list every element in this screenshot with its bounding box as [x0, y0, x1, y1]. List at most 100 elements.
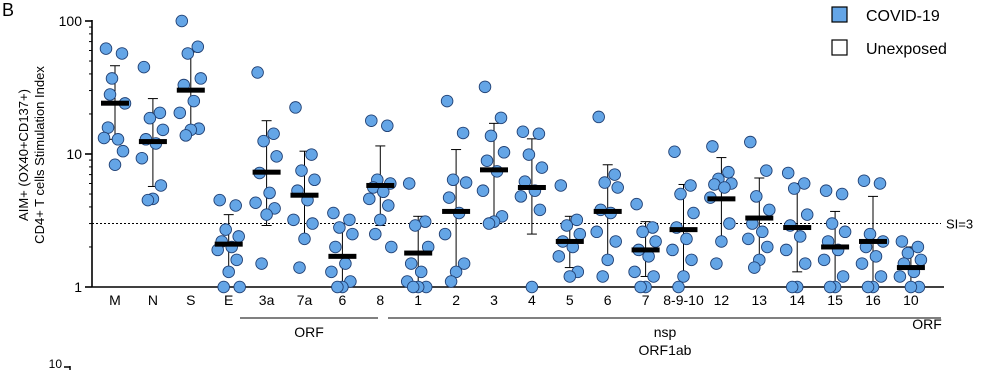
data-point: [267, 127, 280, 140]
data-point: [374, 213, 387, 227]
data-point: [609, 235, 622, 248]
group-19: [817, 184, 852, 294]
mean-bar: [290, 192, 319, 198]
data-point: [647, 270, 660, 283]
group-13: [590, 110, 624, 283]
data-point: [798, 257, 812, 270]
y-axis-title-line1: AIM+ (OX40+CD137+): [16, 89, 31, 221]
data-point: [154, 179, 168, 192]
data-point: [191, 40, 205, 54]
data-point: [187, 94, 201, 108]
data-point: [672, 280, 685, 294]
group-4: [249, 66, 283, 270]
data-point: [480, 154, 494, 167]
mean-bar: [138, 139, 167, 145]
data-point: [611, 181, 624, 194]
data-point: [760, 164, 773, 177]
data-point: [156, 123, 170, 137]
data-point: [630, 197, 643, 211]
data-point: [325, 265, 338, 279]
data-point: [402, 177, 416, 190]
data-point: [649, 235, 662, 248]
data-point: [573, 227, 587, 241]
data-point: [459, 176, 473, 189]
data-point: [111, 133, 125, 146]
mean-bar: [669, 227, 698, 233]
data-point: [838, 225, 852, 239]
group-0: [97, 42, 132, 172]
data-point: [668, 145, 681, 158]
mean-bar: [328, 253, 357, 259]
group-2: [173, 14, 208, 142]
data-point: [478, 80, 492, 94]
mean-bar: [631, 247, 660, 253]
x-tick-label: 10: [903, 292, 919, 308]
data-point: [331, 280, 344, 294]
data-point: [135, 151, 149, 165]
data-point: [895, 235, 909, 248]
data-point: [229, 199, 242, 212]
group-1: [135, 60, 170, 207]
group-16: [704, 140, 738, 270]
data-point: [608, 168, 621, 181]
data-point: [680, 232, 693, 246]
data-point: [449, 265, 463, 279]
data-point: [819, 184, 833, 197]
data-point: [494, 111, 508, 125]
group-label-orf-10: ORF: [912, 316, 942, 332]
data-point: [857, 174, 871, 187]
group-3: [211, 193, 246, 294]
data-point: [628, 265, 641, 279]
data-point: [516, 125, 530, 138]
data-point: [255, 257, 268, 270]
data-point: [363, 192, 376, 206]
mean-bar: [404, 250, 433, 256]
data-point: [563, 270, 577, 283]
data-point: [369, 227, 382, 241]
x-tick-label: 3: [490, 292, 498, 308]
x-tick-labels: M N S E 3a 7a 6 8 1 2 3 4 5 6 7 8-9-10 12 13 14 15 16 10: [109, 292, 919, 308]
data-point: [525, 280, 539, 294]
data-point: [222, 265, 235, 279]
data-point: [715, 235, 728, 248]
data-point: [497, 146, 511, 159]
group-9: [438, 94, 473, 288]
second-panel-axis: 10: [49, 357, 71, 370]
data-point: [287, 213, 300, 227]
data-point: [260, 208, 273, 221]
data-point: [797, 177, 811, 190]
x-tick-label: E: [224, 292, 233, 308]
data-point: [232, 230, 245, 243]
data-point: [590, 225, 603, 239]
x-tick-label: 14: [789, 292, 805, 308]
data-point: [533, 203, 547, 217]
legend-label-unexposed: Unexposed: [866, 41, 947, 58]
mean-bar: [176, 87, 205, 93]
y-tick-label: 1: [74, 279, 82, 295]
data-point: [442, 191, 456, 204]
data-point: [560, 219, 574, 232]
data-point: [414, 265, 428, 279]
data-point: [748, 261, 761, 274]
data-point: [456, 126, 470, 140]
data-point: [457, 257, 471, 270]
panel-label: B: [2, 0, 14, 20]
data-point: [153, 106, 167, 120]
data-point: [718, 181, 731, 194]
data-point: [440, 94, 454, 108]
x-tick-label: 2: [452, 292, 460, 308]
data-point: [817, 253, 831, 267]
data-point: [233, 280, 246, 294]
data-point: [251, 66, 264, 79]
data-point: [756, 225, 769, 239]
y-tick-label: 100: [59, 13, 83, 29]
data-point: [835, 187, 849, 201]
legend-label-covid: COVID-19: [866, 8, 940, 25]
x-tick-label: 12: [714, 292, 730, 308]
data-point: [861, 280, 875, 294]
mean-bar: [517, 184, 546, 190]
data-point: [893, 270, 907, 283]
x-tick-label: 1: [414, 292, 422, 308]
mean-bar: [442, 208, 471, 214]
x-tick-label: 8: [376, 292, 384, 308]
